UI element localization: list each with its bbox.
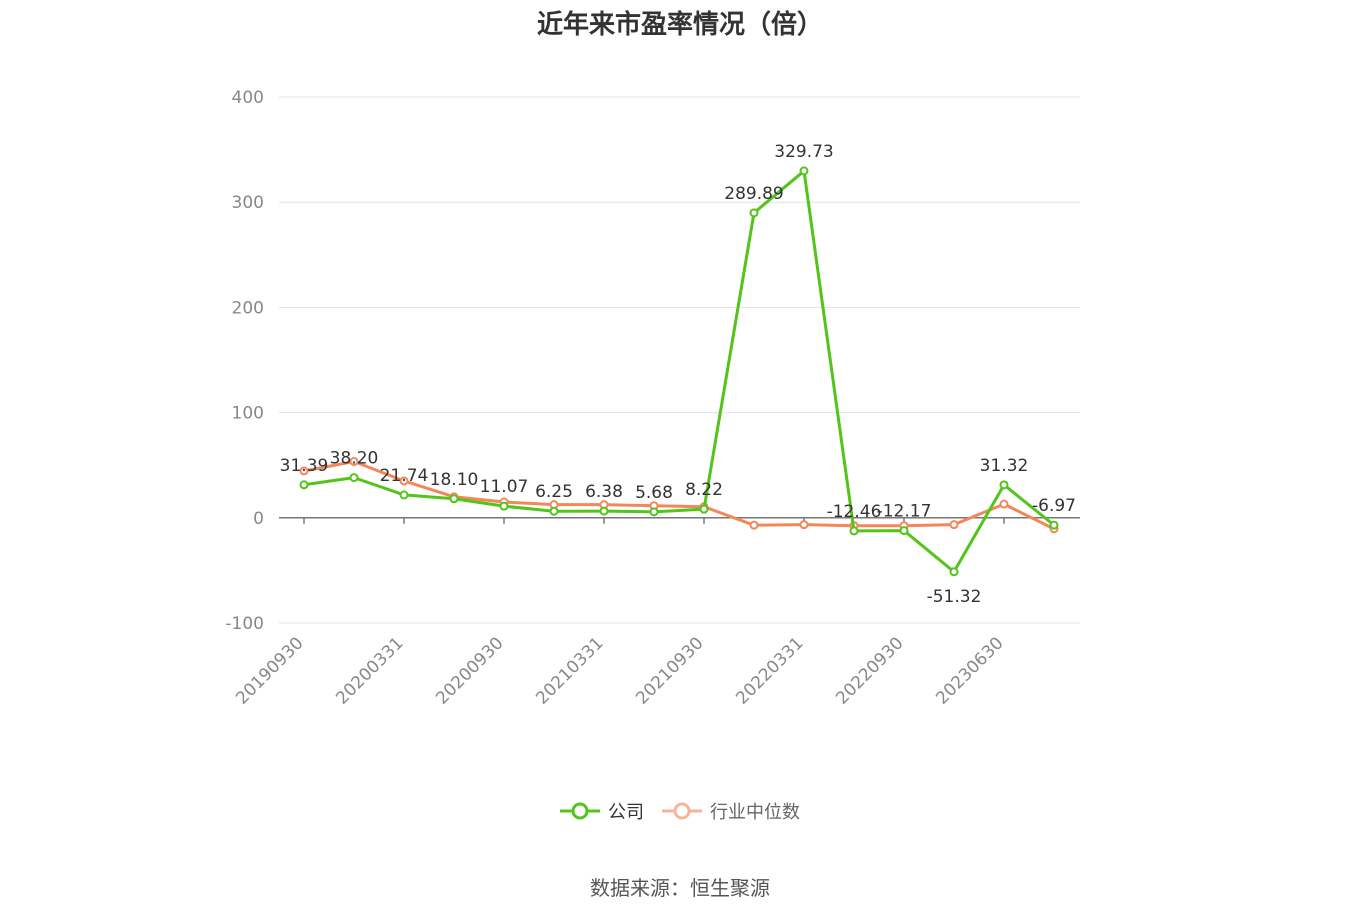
data-point (799, 166, 809, 176)
data-point (399, 490, 409, 500)
data-label: 38.20 (330, 449, 379, 469)
axis-layer: -100 0 100 200 300 400 20190930 20200331 2020093… (225, 88, 1080, 709)
x-tick-label: 20220930 (832, 633, 907, 708)
y-tick-label: 100 (232, 404, 264, 424)
data-label: 21.74 (380, 466, 429, 486)
data-label: 289.89 (724, 184, 783, 204)
data-point (899, 526, 909, 536)
x-tick-label: 20230630 (932, 633, 1007, 708)
legend-label: 行业中位数 (710, 802, 800, 823)
x-tick-label: 20200930 (432, 633, 507, 708)
y-tick-label: 0 (253, 509, 264, 529)
data-point (999, 499, 1009, 509)
data-label: 31.39 (280, 456, 329, 476)
legend-line-circle-icon (662, 802, 702, 820)
data-point (649, 507, 659, 517)
data-point (499, 501, 509, 511)
data-point (1049, 520, 1059, 530)
legend-item-industry-median[interactable]: 行业中位数 (662, 798, 800, 824)
chart-title: 近年来市盈率情况（倍） (536, 10, 823, 40)
data-point (599, 506, 609, 516)
series-layer (299, 166, 1059, 577)
data-point (349, 457, 359, 467)
data-label: 5.68 (635, 483, 673, 503)
x-tick-label: 20210930 (632, 633, 707, 708)
y-tick-label: 200 (232, 298, 264, 318)
legend: 公司 行业中位数 (0, 796, 1360, 826)
data-point (949, 520, 959, 530)
data-point (699, 504, 709, 514)
data-label: 8.22 (685, 480, 723, 500)
data-label: -51.32 (927, 587, 982, 607)
data-point (949, 567, 959, 577)
data-point (549, 506, 559, 516)
data-point (749, 208, 759, 218)
grid-layer (279, 96, 1080, 624)
data-point (999, 480, 1009, 490)
data-point (849, 526, 859, 536)
data-point (749, 520, 759, 530)
label-layer: 31.39 38.2021.74 18.10 11.07 6.25 6.38 5.68 8.2… (280, 142, 1076, 607)
y-tick-label: 300 (232, 193, 264, 213)
data-point (799, 520, 809, 530)
data-label: -12.46 (827, 502, 882, 522)
data-point (399, 476, 409, 486)
x-tick-label: 20210331 (532, 633, 607, 708)
x-tick-label: 20190930 (232, 633, 307, 708)
legend-item-company[interactable]: 公司 (560, 798, 644, 824)
data-label: 6.38 (585, 482, 623, 502)
data-label: 18.10 (430, 470, 479, 490)
data-source: 数据来源：恒生聚源 (590, 876, 770, 900)
data-label: 329.73 (774, 142, 833, 162)
data-label: -6.97 (1032, 496, 1076, 516)
x-tick-label: 20200331 (332, 633, 407, 708)
data-point (449, 494, 459, 504)
data-label: 31.32 (980, 456, 1029, 476)
y-tick-label: 400 (232, 88, 264, 108)
data-point (299, 466, 309, 476)
series-line-industry-median (303, 460, 1055, 531)
legend-line-circle-icon (560, 802, 600, 820)
data-label: -12.17 (877, 502, 932, 522)
data-label: 6.25 (535, 482, 573, 502)
series-line-company (303, 169, 1055, 574)
data-point (349, 473, 359, 483)
y-tick-label: -100 (225, 614, 264, 634)
x-tick-label: 20220331 (732, 633, 807, 708)
data-label: 11.07 (480, 477, 529, 497)
data-point (299, 480, 309, 490)
legend-label: 公司 (608, 802, 644, 823)
